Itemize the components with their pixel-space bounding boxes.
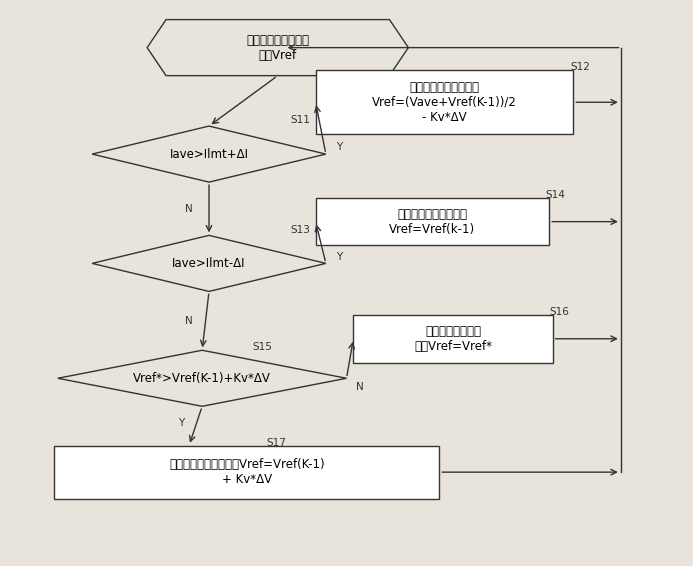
Text: S15: S15 [253,342,272,353]
Text: 设置压环控制器给定値
Vref=(Vave+Vref(K-1))/2
- Kv*ΔV: 设置压环控制器给定値 Vref=(Vave+Vref(K-1))/2 - Kv*… [372,81,517,124]
Text: Y: Y [337,143,343,152]
Text: 设置压环控制器给定値
Vref=Vref(k-1): 设置压环控制器给定値 Vref=Vref(k-1) [389,208,475,235]
Text: Y: Y [337,252,343,261]
Bar [54,445,439,499]
Text: Vref*>Vref(K-1)+Kv*ΔV: Vref*>Vref(K-1)+Kv*ΔV [133,372,271,385]
Polygon shape [92,235,326,291]
Text: 设置压环控制器给
定値Vref=Vref*: 设置压环控制器给 定値Vref=Vref* [414,325,492,353]
Bar [353,315,553,363]
Text: 设置压环控制器给定値Vref=Vref(K-1)
+ Kv*ΔV: 设置压环控制器给定値Vref=Vref(K-1) + Kv*ΔV [169,458,324,486]
Polygon shape [92,126,326,182]
Text: Iave>Ilmt-ΔI: Iave>Ilmt-ΔI [173,257,246,270]
Text: 获得电压环控制器的
给定Vref: 获得电压环控制器的 给定Vref [246,33,309,62]
Text: S16: S16 [550,307,569,317]
Polygon shape [58,350,346,406]
Text: Iave>Ilmt+ΔI: Iave>Ilmt+ΔI [170,148,249,161]
Bar [315,70,573,135]
Bar [315,198,550,246]
Text: N: N [356,381,364,392]
Text: S11: S11 [291,115,310,126]
Text: N: N [184,204,192,214]
Text: S17: S17 [266,438,286,448]
Text: Y: Y [178,418,184,428]
Text: S13: S13 [291,225,310,235]
Text: S14: S14 [546,190,565,200]
Polygon shape [147,20,408,76]
Text: N: N [184,316,192,326]
Text: S12: S12 [570,62,590,72]
